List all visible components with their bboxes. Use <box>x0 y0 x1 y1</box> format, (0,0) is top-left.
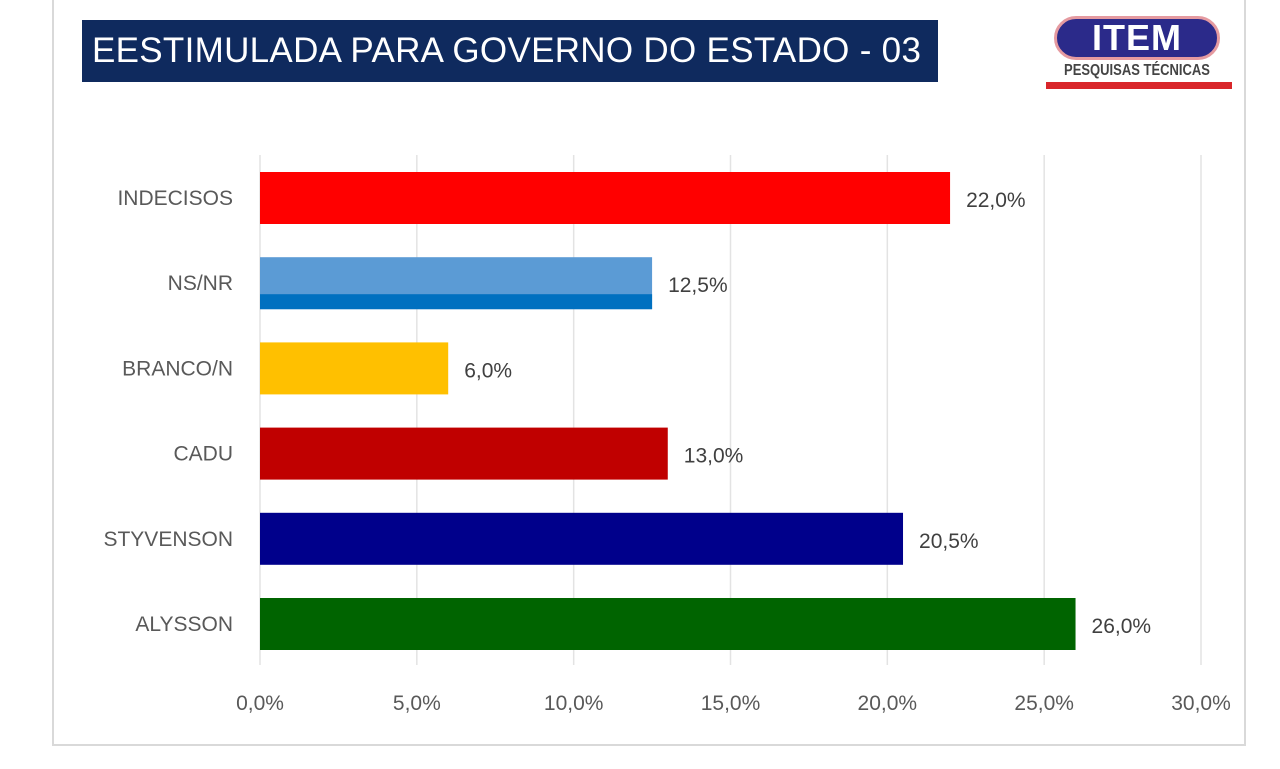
data-label: 12,5% <box>668 274 728 297</box>
chart-frame <box>52 0 1246 746</box>
data-label: 13,0% <box>684 445 744 468</box>
logo-underline <box>1046 82 1232 89</box>
page-title: EESTIMULADA PARA GOVERNO DO ESTADO - 03 <box>82 20 938 82</box>
logo-mark: ITEM <box>1054 16 1220 60</box>
x-tick-label: 10,0% <box>544 692 604 715</box>
category-label: STYVENSON <box>103 528 233 551</box>
logo-subtitle: PESQUISAS TÉCNICAS <box>1064 60 1210 79</box>
bar-branco-n <box>260 342 449 395</box>
category-label: INDECISOS <box>117 187 233 210</box>
x-tick-label: 15,0% <box>701 692 761 715</box>
category-label: BRANCO/N <box>122 357 233 380</box>
x-tick-label: 30,0% <box>1171 692 1231 715</box>
bar-alysson <box>260 598 1076 650</box>
category-label: NS/NR <box>168 272 233 295</box>
data-label: 20,5% <box>919 530 979 553</box>
category-label: CADU <box>173 443 233 466</box>
bar-cadu <box>260 427 668 480</box>
x-tick-label: 20,0% <box>858 692 918 715</box>
item-logo: ITEM PESQUISAS TÉCNICAS <box>1046 14 1232 92</box>
bar-shade <box>260 294 653 310</box>
data-label: 6,0% <box>464 359 512 382</box>
data-label: 26,0% <box>1092 615 1152 638</box>
x-tick-label: 5,0% <box>393 692 441 715</box>
data-label: 22,0% <box>966 189 1026 212</box>
bar-indecisos <box>260 172 951 224</box>
x-tick-label: 25,0% <box>1014 692 1074 715</box>
category-label: ALYSSON <box>135 613 233 636</box>
x-tick-label: 0,0% <box>236 692 284 715</box>
bar-styvenson <box>260 512 904 565</box>
